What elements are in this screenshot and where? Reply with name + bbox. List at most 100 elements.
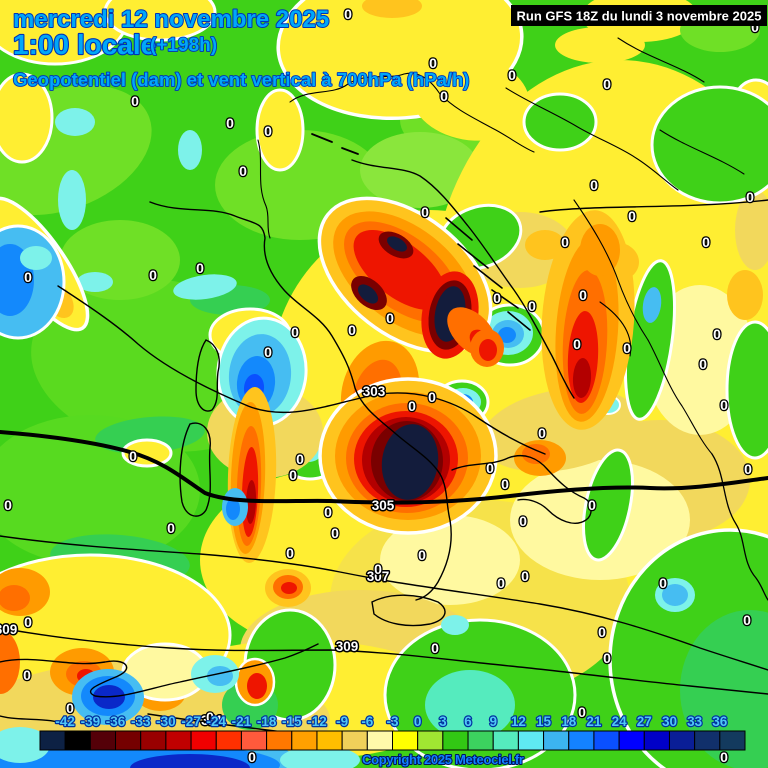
field-blob: [0, 585, 30, 611]
field-blob: [178, 130, 202, 170]
colorbar-tick-label: -33: [131, 714, 151, 729]
colorbar-cell: [215, 730, 242, 751]
coastline: [371, 594, 446, 627]
coastline: [457, 243, 489, 269]
isoline: [0, 627, 768, 695]
colorbar-tick-label: -27: [181, 714, 201, 729]
colorbar-cell: [543, 730, 570, 751]
zero-label: 0: [744, 461, 752, 477]
colorbar-cell: [643, 730, 670, 751]
colorbar-cell: [39, 730, 66, 751]
zero-label: 0: [289, 467, 297, 483]
field-blob: [247, 673, 267, 699]
colorbar-cell: [618, 730, 645, 751]
field-blob: [281, 582, 297, 594]
coastline: [659, 129, 745, 175]
colorbar-cell: [316, 730, 343, 751]
field-blob: [130, 754, 250, 768]
zero-label: 0: [131, 93, 139, 109]
field-blob: [207, 666, 233, 686]
coastline: [711, 453, 768, 601]
field-blob: [173, 274, 237, 300]
forecast-offset-text: (+198h): [150, 35, 217, 56]
parameter-text: Geopotentiel (dam) et vent vertical à 70…: [13, 69, 469, 90]
zero-label: 0: [702, 234, 710, 250]
colorbar: -42 -39 -36 -33 -30 -27 -24 -21 -18 -15 -12 -9 -6 -3 0…: [39, 713, 746, 751]
colorbar-tick-label: -12: [307, 714, 327, 729]
zero-label: 0: [324, 504, 332, 520]
field-blob: [522, 92, 598, 152]
colorbar-tick-label: -24: [206, 714, 226, 729]
coastline: [341, 147, 359, 155]
field-blob: [642, 287, 662, 323]
zero-label: 0: [497, 575, 505, 591]
colorbar-cell: [140, 730, 167, 751]
coastline: [0, 715, 71, 727]
field-blob: [360, 132, 480, 208]
coastline: [257, 139, 271, 239]
zero-label: 0: [521, 568, 529, 584]
copyright-text: Copyright 2025 Meteociel.fr: [362, 752, 524, 767]
isoline: [0, 430, 768, 505]
zero-label: 0: [344, 6, 352, 22]
coastline: [445, 217, 473, 241]
coastline: [0, 643, 319, 698]
field-blob: [498, 327, 516, 343]
colorbar-cell: [568, 730, 595, 751]
field-blob: [662, 584, 688, 606]
zero-label: 0: [421, 204, 429, 220]
colorbar-tick-label: 27: [637, 714, 652, 729]
colorbar-tick-label: 3: [439, 714, 447, 729]
zero-label: 0: [418, 547, 426, 563]
zero-label: 0: [296, 451, 304, 467]
zero-label: 0: [603, 650, 611, 666]
zero-label: 0: [24, 614, 32, 630]
zero-label: 0: [713, 326, 721, 342]
zero-label: 0: [431, 640, 439, 656]
zero-label: 0: [428, 389, 436, 405]
field-blob: [572, 358, 592, 398]
colorbar-tick-label: 18: [561, 714, 577, 729]
coastline: [647, 339, 713, 455]
colorbar-cell: [492, 730, 519, 751]
coastline: [311, 133, 333, 143]
zero-label: 0: [374, 561, 382, 577]
isoline-labels: 303 305 307 309 309 311: [0, 383, 396, 730]
colorbar-tick-label: -3: [386, 714, 398, 729]
isoline-label: 311: [201, 713, 223, 728]
colorbar-tick-label: -36: [106, 714, 126, 729]
colorbar-tick-label: -6: [361, 714, 373, 729]
coastline: [573, 199, 649, 341]
zero-label: 0: [264, 344, 272, 360]
field-blob: [525, 230, 565, 260]
colorbar-tick-label: 24: [612, 714, 628, 729]
colorbar-tick-label: -18: [257, 714, 277, 729]
coastline: [617, 37, 705, 83]
isoline-label: 305: [372, 498, 395, 513]
colorbar-cell: [366, 730, 394, 751]
isoline-label: 303: [363, 384, 386, 399]
colorbar-cell: [668, 730, 696, 751]
zero-label: 0: [226, 115, 234, 131]
zero-label: 0: [598, 624, 606, 640]
zero-label: 0: [408, 398, 416, 414]
zero-label: 0: [66, 700, 74, 716]
field-blob: [357, 284, 379, 304]
zero-label: 0: [291, 324, 299, 340]
colorbar-tick-label: -42: [55, 714, 75, 729]
zero-label: 0: [24, 269, 32, 285]
isoline-label: 309: [336, 639, 359, 654]
colorbar-cell: [467, 730, 494, 751]
field-blob: [725, 320, 768, 460]
zero-label: 0: [206, 709, 214, 725]
isoline-label: 309: [0, 622, 17, 637]
colorbar-cell: [417, 730, 444, 751]
field-blob: [425, 670, 515, 740]
zero-label: 0: [264, 123, 272, 139]
isoline: [57, 285, 546, 455]
zero-label: 0: [129, 448, 137, 464]
colorbar-tick-label: 9: [489, 714, 497, 729]
